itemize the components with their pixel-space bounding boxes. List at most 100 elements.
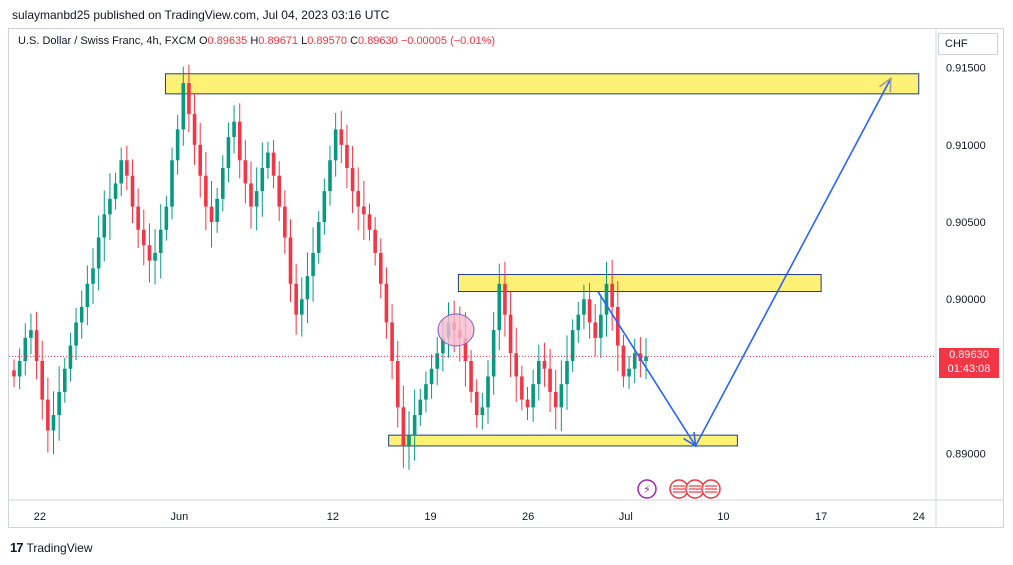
close-label: C — [350, 35, 359, 47]
candle-body — [294, 283, 298, 315]
candle-body — [424, 384, 428, 400]
candle-body — [271, 152, 276, 176]
tradingview-brand[interactable]: 17 TradingView — [10, 540, 93, 555]
candle-body — [463, 337, 468, 362]
open-label: O — [198, 35, 208, 47]
candle-body — [632, 353, 637, 369]
candle-body — [305, 276, 310, 300]
highlight-ellipse[interactable] — [437, 313, 475, 347]
candle-body — [113, 183, 118, 199]
candle-body — [520, 376, 524, 400]
change-value: −0.00005 (−0.01%) — [400, 35, 496, 47]
projection-arrow[interactable] — [597, 78, 892, 448]
currency-button[interactable]: CHF — [938, 33, 998, 55]
projection-path — [597, 76, 892, 448]
candle-body — [469, 361, 473, 392]
candle-body — [384, 283, 389, 323]
candle-body — [277, 175, 282, 207]
candle-body — [593, 322, 598, 338]
candle-body — [220, 167, 225, 199]
candle-body — [23, 337, 28, 362]
candle-body — [34, 330, 39, 362]
candle-body — [356, 191, 361, 207]
candle-body — [164, 206, 169, 230]
candle-body — [587, 299, 592, 323]
candle-body — [604, 283, 609, 315]
candle-body — [96, 237, 101, 269]
candle-body — [548, 368, 552, 392]
event-markers: ⚡ — [637, 479, 721, 499]
candle-body — [147, 245, 152, 261]
candle-body — [333, 129, 338, 161]
candle-body — [215, 198, 219, 223]
candle-body — [46, 399, 50, 431]
candle-body — [288, 237, 293, 284]
candle-body — [40, 361, 45, 400]
candle-body — [345, 144, 349, 168]
last-price-tag: 0.89630 01:43:08 — [939, 348, 999, 379]
candle-body — [175, 129, 180, 161]
supply-demand-zone[interactable] — [457, 274, 822, 293]
candle-body — [514, 353, 519, 377]
candle-body — [582, 299, 586, 315]
candle-body — [362, 206, 366, 215]
candle-body — [29, 330, 33, 338]
x-tick-label: 19 — [424, 511, 436, 523]
candle-body — [237, 121, 242, 161]
candle-body — [299, 299, 304, 315]
x-tick-label: 17 — [815, 511, 827, 523]
last-price-value: 0.89630 — [949, 349, 989, 362]
candle-body — [102, 214, 107, 238]
candle-body — [17, 361, 22, 377]
lightning-event-icon[interactable] — [637, 479, 657, 499]
x-tick-label: 10 — [717, 511, 729, 523]
candle-body — [491, 330, 496, 377]
candle-body — [503, 283, 507, 315]
candle-body — [181, 83, 186, 130]
high-label: H — [250, 35, 259, 47]
y-tick-label: 0.91000 — [946, 140, 986, 152]
candle-body — [62, 368, 67, 392]
candle-body — [187, 83, 191, 114]
candle-body — [125, 160, 129, 176]
candle-body — [283, 206, 287, 238]
candle-body — [576, 314, 581, 331]
candle-body — [497, 283, 502, 331]
candle-body — [435, 353, 440, 369]
candle-body — [429, 368, 434, 385]
price-axis: 0.91500 0.91000 0.90500 0.90000 0.89000 — [935, 29, 986, 526]
candle-body — [68, 345, 73, 369]
candle-body — [401, 407, 406, 446]
supply-demand-zone[interactable] — [164, 73, 920, 95]
candle-body — [192, 113, 197, 145]
x-tick-label: 12 — [327, 511, 339, 523]
candle-body — [508, 314, 513, 354]
x-tick-label: Jul — [619, 511, 633, 523]
high-value: 0.89671 — [258, 35, 299, 47]
candle-body — [79, 306, 84, 323]
candle-body — [390, 322, 394, 362]
arrow-head — [879, 76, 892, 93]
candle-body — [441, 337, 445, 354]
candle-body — [418, 399, 423, 416]
tradingview-logo-icon: 17 — [10, 540, 24, 555]
candle-body — [480, 407, 485, 416]
candles — [12, 64, 648, 470]
supply-demand-zone[interactable] — [388, 434, 738, 447]
candle-body — [170, 160, 174, 207]
candle-body — [12, 370, 16, 377]
candle-body — [141, 229, 146, 246]
candle-body — [542, 361, 547, 369]
candle-body — [243, 160, 248, 184]
x-tick-label: 26 — [522, 511, 534, 523]
symbol-legend: U.S. Dollar / Swiss Franc, 4h, FXCM O0.8… — [18, 35, 495, 47]
candle-body — [559, 384, 564, 408]
y-tick-label: 0.90000 — [946, 294, 986, 306]
candle-body — [226, 137, 231, 168]
candle-body — [119, 160, 124, 184]
candle-body — [91, 268, 95, 284]
candle-body — [158, 229, 163, 253]
chart-frame[interactable] — [8, 28, 1004, 528]
candle-body — [311, 252, 315, 277]
